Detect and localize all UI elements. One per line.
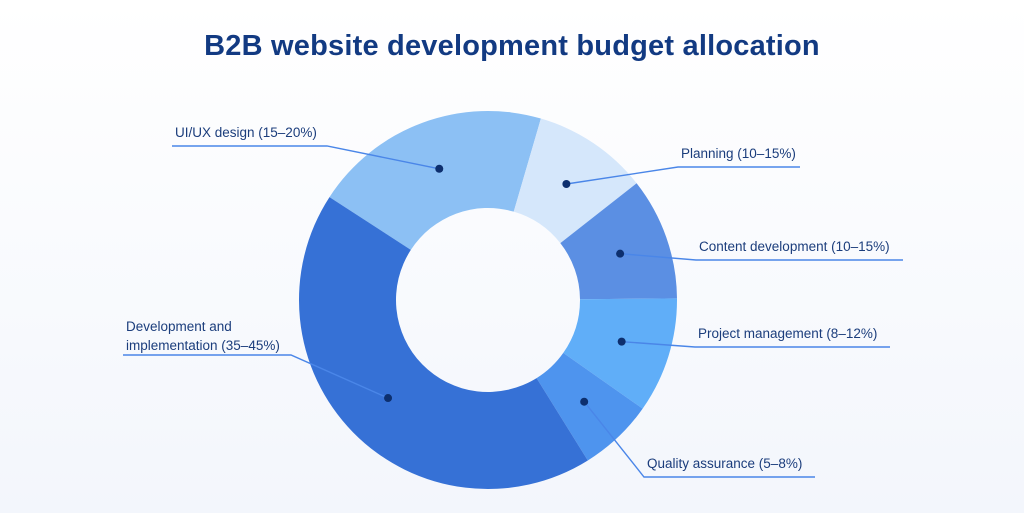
leader-dot bbox=[384, 394, 393, 403]
leader-line bbox=[620, 252, 903, 261]
slice-label: Project management (8–12%) bbox=[698, 326, 877, 341]
slice-label: Planning (10–15%) bbox=[681, 146, 796, 161]
chart-title: B2B website development budget allocatio… bbox=[204, 30, 820, 62]
donut-slice bbox=[329, 111, 541, 250]
donut-slice bbox=[536, 352, 643, 461]
slice-label: Development and implementation (35–45%) bbox=[126, 319, 280, 353]
leader-line bbox=[621, 340, 890, 348]
slice-label: Content development (10–15%) bbox=[699, 239, 890, 254]
leader-dot bbox=[580, 397, 589, 406]
leader-dot bbox=[616, 249, 625, 258]
donut-slice bbox=[560, 183, 677, 300]
leader-line bbox=[172, 145, 440, 170]
donut-slice bbox=[513, 118, 637, 244]
leader-line bbox=[583, 401, 815, 478]
donut-slice bbox=[299, 197, 588, 489]
leader-line bbox=[566, 166, 800, 185]
leader-line bbox=[123, 354, 389, 399]
leader-dot bbox=[562, 179, 571, 188]
leader-dot bbox=[435, 164, 444, 173]
leader-dot bbox=[617, 337, 626, 346]
slice-label: UI/UX design (15–20%) bbox=[175, 125, 317, 140]
slice-label: Quality assurance (5–8%) bbox=[647, 456, 802, 471]
donut-slice bbox=[563, 298, 678, 409]
